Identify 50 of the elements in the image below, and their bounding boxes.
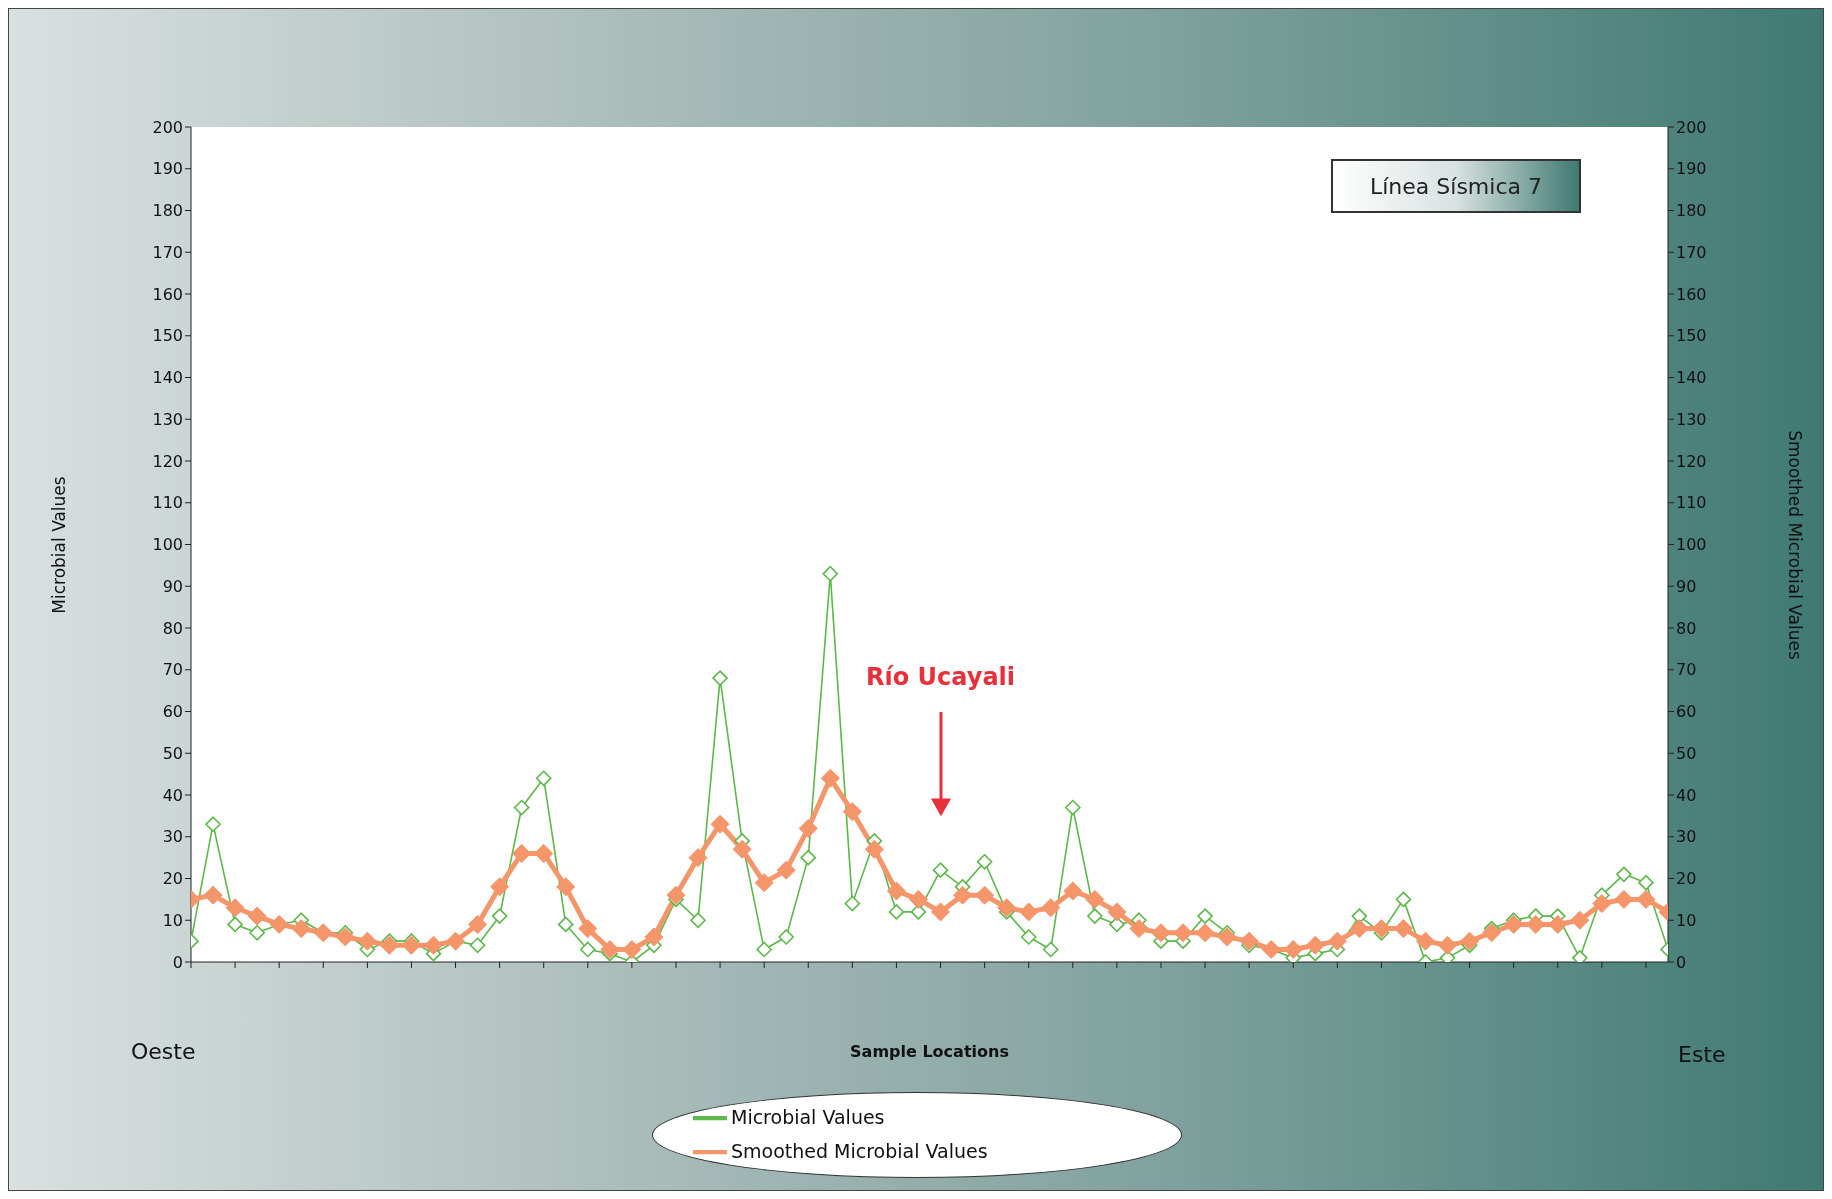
y-tick-label: 140 — [152, 368, 183, 388]
text: Este — [1678, 1042, 1726, 1067]
y2-tick-label: 140 — [1676, 368, 1707, 388]
y-tick-label: 180 — [152, 201, 183, 221]
y2-tick-label: 70 — [1676, 660, 1697, 680]
y2-tick-label: 190 — [1676, 159, 1707, 179]
y2-tick-label: 20 — [1676, 869, 1697, 889]
y2-tick-label: 10 — [1676, 910, 1697, 930]
text: Oeste — [131, 1039, 196, 1064]
y2-tick-label: 30 — [1676, 827, 1697, 847]
y-tick-label: 150 — [152, 326, 183, 346]
y-tick-label: 40 — [162, 785, 183, 805]
y2-tick-label: 40 — [1676, 785, 1697, 805]
y2-tick-label: 130 — [1676, 409, 1707, 429]
y2-tick-label: 0 — [1676, 952, 1687, 972]
y2-tick-label: 100 — [1676, 535, 1707, 555]
y2-tick-label: 110 — [1676, 493, 1707, 513]
y-tick-label: 70 — [162, 660, 183, 680]
y2-axis-title: Smoothed Microbial Values — [1785, 429, 1805, 660]
y-tick-label: 190 — [152, 159, 183, 179]
y-tick-label: 200 — [152, 117, 183, 137]
y-tick-label: 30 — [162, 827, 183, 847]
y-tick-label: 10 — [162, 910, 183, 930]
y2-tick-label: 200 — [1676, 117, 1707, 137]
y-tick-label: 160 — [152, 284, 183, 304]
legend-label: Microbial Values — [731, 1105, 885, 1128]
y2-tick-label: 90 — [1676, 576, 1697, 596]
annotation: Río Ucayali — [866, 662, 1016, 691]
y2-tick-label: 170 — [1676, 242, 1707, 262]
y-tick-label: 130 — [152, 409, 183, 429]
y-tick-label: 50 — [162, 743, 183, 763]
y-axis-title: Microbial Values — [49, 475, 69, 614]
legend-label: Smoothed Microbial Values — [731, 1139, 988, 1162]
y2-tick-label: 50 — [1676, 743, 1697, 763]
y-tick-label: 90 — [162, 576, 183, 596]
y-tick-label: 60 — [162, 702, 183, 722]
y-tick-label: 110 — [152, 493, 183, 513]
y2-tick-label: 60 — [1676, 702, 1697, 722]
y-tick-label: 100 — [152, 535, 183, 555]
y2-tick-label: 160 — [1676, 284, 1707, 304]
y-tick-label: 170 — [152, 242, 183, 262]
y-tick-label: 120 — [152, 451, 183, 471]
y-tick-label: 80 — [162, 618, 183, 638]
y2-tick-label: 80 — [1676, 618, 1697, 638]
y2-tick-label: 150 — [1676, 326, 1707, 346]
x-axis-title: Sample Locations — [850, 1042, 1009, 1061]
y-tick-label: 20 — [162, 869, 183, 889]
y2-tick-label: 180 — [1676, 201, 1707, 221]
y-tick-label: 0 — [172, 952, 183, 972]
y2-tick-label: 120 — [1676, 451, 1707, 471]
